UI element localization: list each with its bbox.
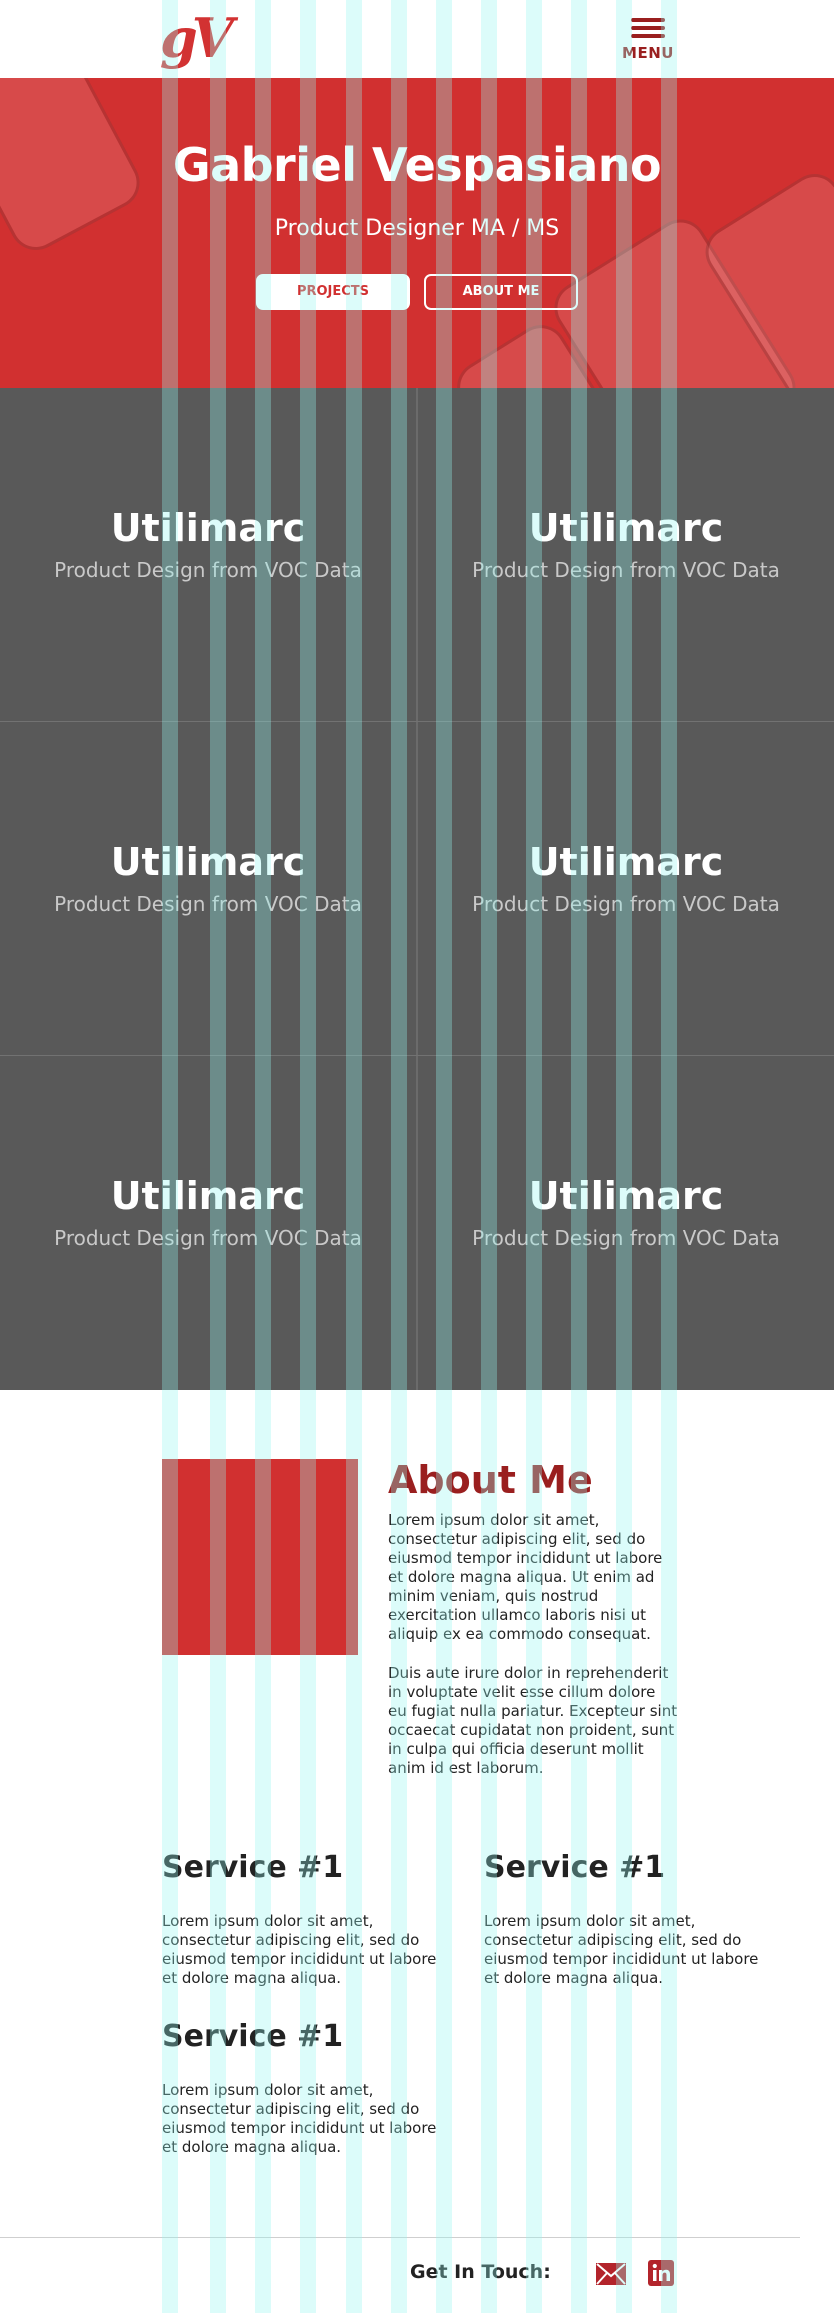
project-card[interactable]: Utilimarc Product Design from VOC Data bbox=[0, 722, 416, 1055]
project-card[interactable]: Utilimarc Product Design from VOC Data bbox=[0, 388, 416, 721]
project-title: Utilimarc bbox=[528, 840, 724, 884]
project-title: Utilimarc bbox=[110, 840, 306, 884]
grid-divider bbox=[0, 721, 834, 722]
page-subtitle: Product Designer MA / MS bbox=[274, 216, 560, 241]
logo[interactable]: gV bbox=[160, 6, 234, 70]
project-title: Utilimarc bbox=[110, 506, 306, 550]
project-description: Product Design from VOC Data bbox=[54, 1226, 362, 1250]
linkedin-icon[interactable] bbox=[648, 2260, 674, 2286]
top-nav: gV MENU bbox=[0, 0, 834, 78]
project-description: Product Design from VOC Data bbox=[54, 892, 362, 916]
service-heading: Service #1 bbox=[162, 1850, 344, 1885]
menu-button[interactable]: MENU bbox=[622, 18, 674, 66]
project-description: Product Design from VOC Data bbox=[472, 892, 780, 916]
project-card[interactable]: Utilimarc Product Design from VOC Data bbox=[418, 722, 834, 1055]
project-card[interactable]: Utilimarc Product Design from VOC Data bbox=[418, 388, 834, 721]
hamburger-icon bbox=[631, 18, 665, 40]
project-card[interactable]: Utilimarc Product Design from VOC Data bbox=[0, 1056, 416, 1389]
project-description: Product Design from VOC Data bbox=[472, 558, 780, 582]
service-heading: Service #1 bbox=[162, 2019, 344, 2054]
profile-photo bbox=[162, 1459, 358, 1655]
page-title: Gabriel Vespasiano bbox=[172, 138, 662, 192]
project-title: Utilimarc bbox=[110, 1174, 306, 1218]
about-paragraph: Duis aute irure dolor in reprehenderit i… bbox=[388, 1664, 678, 1777]
project-card[interactable]: Utilimarc Product Design from VOC Data bbox=[418, 1056, 834, 1389]
hero-banner: Gabriel Vespasiano Product Designer MA /… bbox=[0, 78, 834, 388]
about-paragraph: Lorem ipsum dolor sit amet, consectetur … bbox=[388, 1511, 663, 1643]
service-heading: Service #1 bbox=[484, 1850, 666, 1885]
footer-divider bbox=[0, 2237, 800, 2238]
about-me-button[interactable]: ABOUT ME bbox=[424, 274, 578, 310]
project-description: Product Design from VOC Data bbox=[54, 558, 362, 582]
menu-label: MENU bbox=[622, 44, 674, 62]
service-text: Lorem ipsum dolor sit amet, consectetur … bbox=[484, 1912, 759, 1987]
get-in-touch-label: Get In Touch: bbox=[410, 2261, 551, 2283]
mail-icon[interactable] bbox=[596, 2263, 626, 2285]
project-grid: Utilimarc Product Design from VOC Data U… bbox=[0, 388, 834, 1390]
service-text: Lorem ipsum dolor sit amet, consectetur … bbox=[162, 2081, 437, 2156]
service-text: Lorem ipsum dolor sit amet, consectetur … bbox=[162, 1912, 437, 1987]
project-title: Utilimarc bbox=[528, 1174, 724, 1218]
projects-button[interactable]: PROJECTS bbox=[256, 274, 410, 310]
project-description: Product Design from VOC Data bbox=[472, 1226, 780, 1250]
grid-divider bbox=[416, 388, 418, 1390]
about-heading: About Me bbox=[388, 1458, 593, 1502]
grid-divider bbox=[0, 1055, 834, 1056]
project-title: Utilimarc bbox=[528, 506, 724, 550]
